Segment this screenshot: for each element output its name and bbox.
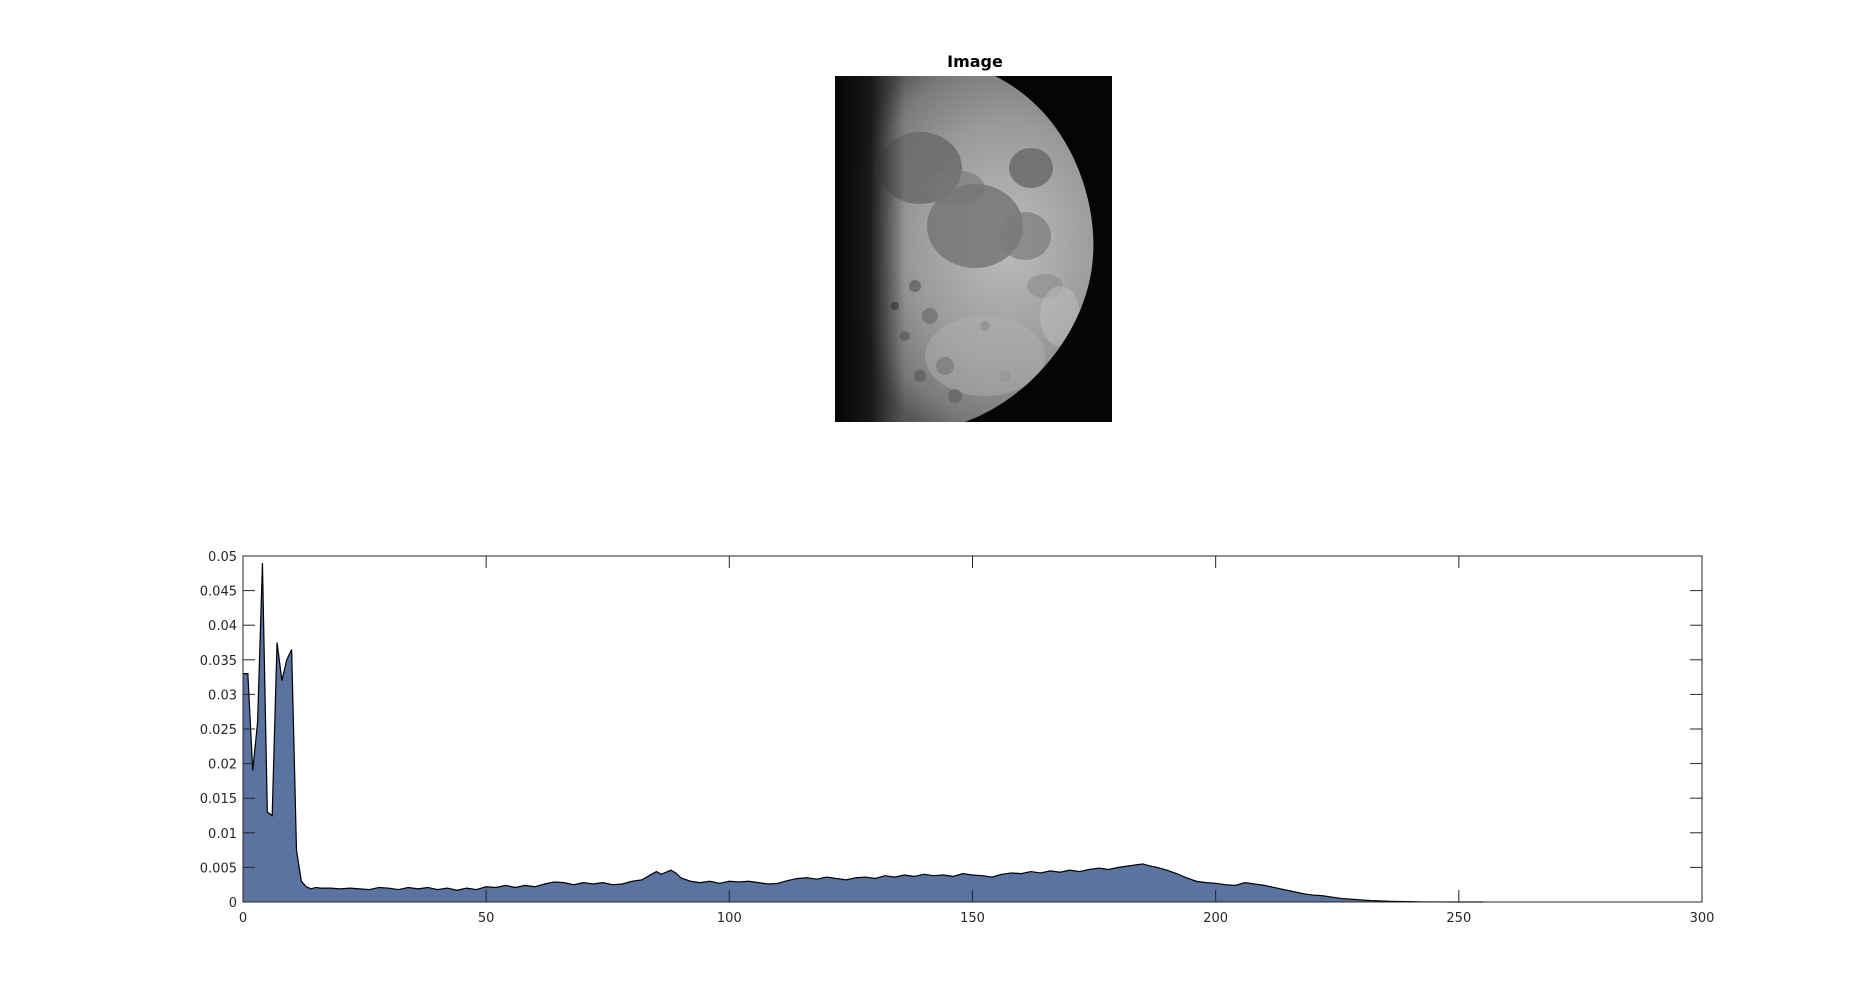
x-tick-label: 0 [239, 911, 247, 926]
y-tick-label: 0.04 [208, 619, 237, 634]
y-tick-label: 0.025 [200, 723, 237, 738]
x-tick-label: 50 [478, 911, 495, 926]
y-tick-label: 0.05 [208, 550, 237, 565]
y-tick-label: 0.045 [200, 585, 237, 600]
x-tick-label: 300 [1690, 911, 1715, 926]
y-tick-label: 0 [229, 896, 237, 911]
y-tick-label: 0.035 [200, 654, 237, 669]
histogram-outline [243, 562, 1484, 903]
histogram-area [243, 562, 1484, 902]
moon-image [835, 76, 1112, 422]
y-tick-label: 0.02 [208, 758, 237, 773]
y-tick-label: 0.03 [208, 688, 237, 703]
y-tick-label: 0.01 [208, 827, 237, 842]
plot-frame [242, 555, 1703, 903]
x-tick-label: 100 [717, 911, 742, 926]
y-tick-label: 0.005 [200, 861, 237, 876]
x-tick-label: 150 [960, 911, 985, 926]
x-tick-label: 250 [1446, 911, 1471, 926]
y-tick-label: 0.015 [200, 792, 237, 807]
image-title: Image [947, 52, 1003, 71]
x-tick-label: 200 [1203, 911, 1228, 926]
